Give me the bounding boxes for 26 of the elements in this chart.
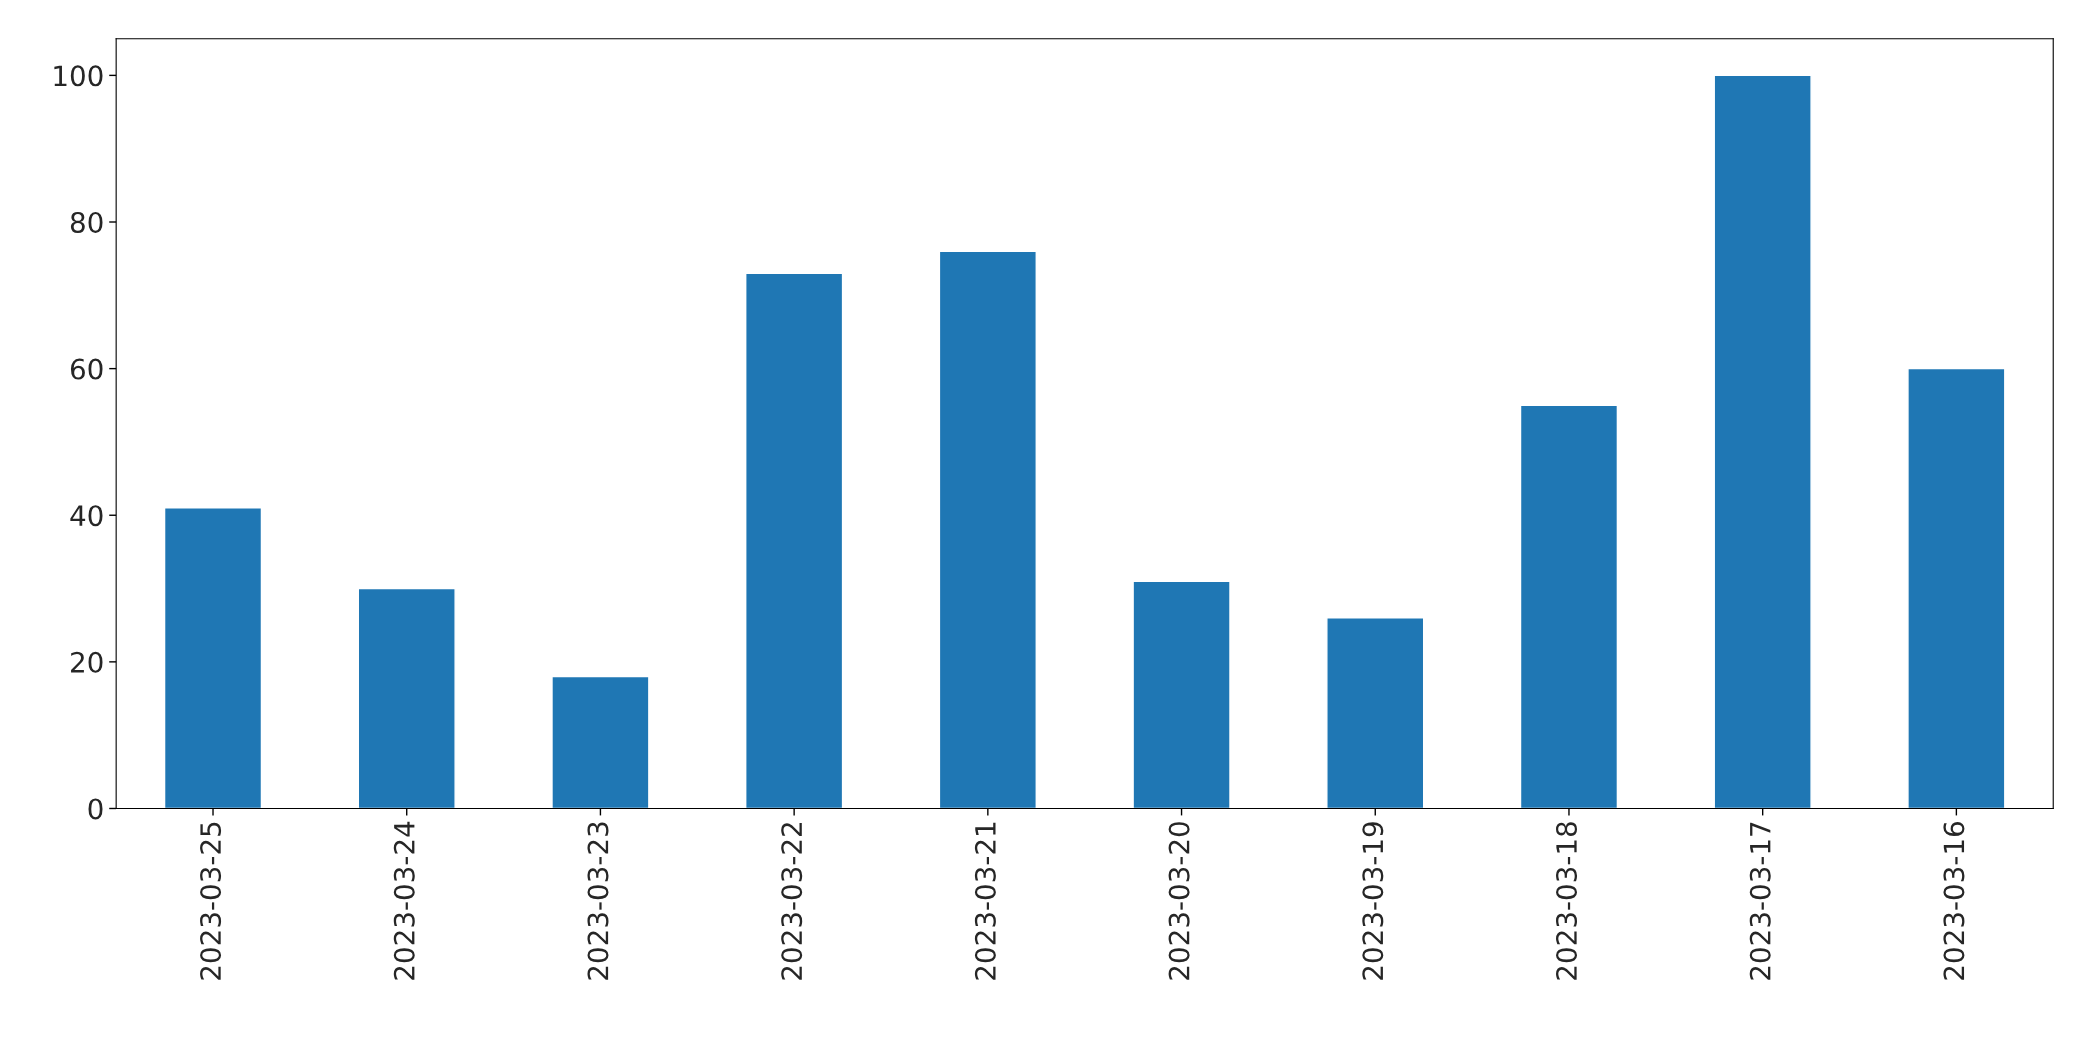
y-tick-label: 0 bbox=[88, 798, 103, 820]
y-tick-label: 80 bbox=[70, 211, 103, 233]
bar bbox=[1326, 617, 1425, 809]
bar bbox=[745, 272, 844, 809]
bar bbox=[163, 507, 263, 809]
x-tick-label: 2023-03-17 bbox=[1749, 822, 1771, 980]
y-tick-label: 40 bbox=[70, 505, 103, 527]
bar bbox=[1713, 74, 1812, 809]
bar bbox=[1132, 580, 1231, 809]
x-tick-label: 2023-03-23 bbox=[587, 822, 609, 980]
x-tick-label: 2023-03-20 bbox=[1168, 822, 1190, 980]
x-tick-label: 2023-03-19 bbox=[1362, 822, 1384, 980]
y-tick-label: 60 bbox=[70, 358, 103, 380]
bar bbox=[1907, 367, 2006, 809]
x-tick-label: 2023-03-18 bbox=[1556, 822, 1578, 980]
y-tick-label: 100 bbox=[54, 65, 103, 87]
y-tick-label: 20 bbox=[71, 651, 103, 673]
x-tick-label: 2023-03-25 bbox=[200, 822, 222, 980]
bar bbox=[357, 587, 456, 809]
x-tick-label: 2023-03-22 bbox=[781, 823, 803, 980]
bar bbox=[938, 250, 1037, 809]
bar bbox=[1519, 404, 1619, 809]
bar bbox=[551, 675, 650, 809]
x-tick-label: 2023-03-24 bbox=[393, 821, 415, 980]
x-tick-label: 2023-03-21 bbox=[974, 822, 996, 980]
x-tick-label: 2023-03-16 bbox=[1943, 822, 1965, 980]
